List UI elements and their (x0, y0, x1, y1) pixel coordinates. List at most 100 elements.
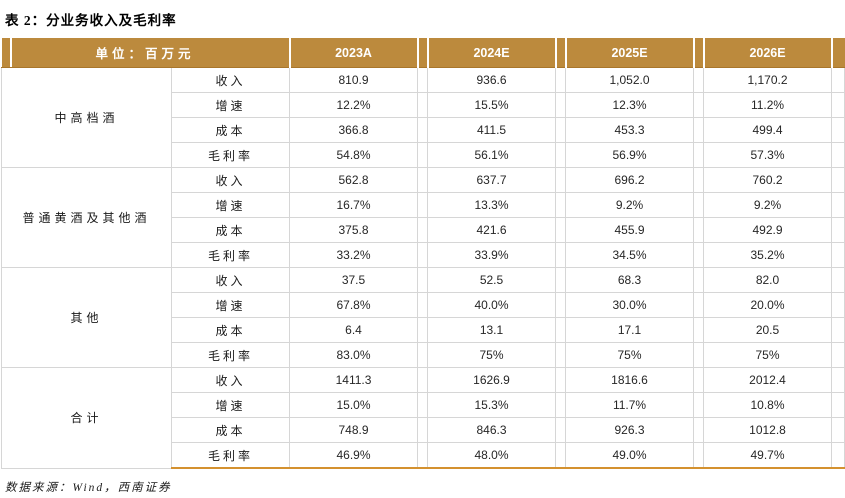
table-title: 表 2：分业务收入及毛利率 (5, 13, 177, 28)
metric-label-cell: 成本 (171, 417, 291, 443)
value-cell: 16.7% (289, 192, 419, 218)
value-cell: 1816.6 (565, 367, 695, 393)
header-col-2024e: 2024E (426, 38, 557, 68)
metric-label-cell: 毛利率 (171, 442, 291, 469)
table-body: 中高档酒 收入 810.9 936.6 1,052.0 1,170.2 增速 12.2% 15.… (1, 67, 845, 469)
column-spacer (555, 117, 566, 143)
column-spacer (417, 242, 428, 268)
column-spacer (693, 117, 704, 143)
metric-label-cell: 毛利率 (171, 242, 291, 268)
column-spacer (555, 292, 566, 318)
value-cell: 926.3 (565, 417, 695, 443)
header-spacer (417, 38, 428, 68)
right-edge-cell (831, 242, 845, 268)
group-label-cell: 普通黄酒及其他酒 (1, 167, 172, 268)
right-edge-cell (831, 217, 845, 243)
column-spacer (693, 367, 704, 393)
table-row: 成本 375.8 421.6 455.9 492.9 (2, 217, 845, 243)
right-edge-cell (831, 142, 845, 168)
value-cell: 83.0% (289, 342, 419, 368)
table-row: 成本 6.4 13.1 17.1 20.5 (2, 317, 845, 343)
column-spacer (693, 442, 704, 469)
value-cell: 1626.9 (427, 367, 557, 393)
value-cell: 562.8 (289, 167, 419, 193)
value-cell: 75% (427, 342, 557, 368)
column-spacer (555, 342, 566, 368)
column-spacer (417, 192, 428, 218)
table-row: 其他 收入 37.5 52.5 68.3 82.0 (1, 267, 845, 368)
value-cell: 637.7 (427, 167, 557, 193)
value-cell: 57.3% (703, 142, 833, 168)
column-spacer (555, 92, 566, 118)
column-spacer (693, 67, 704, 93)
value-cell: 13.1 (427, 317, 557, 343)
column-spacer (555, 267, 566, 293)
value-cell: 75% (703, 342, 833, 368)
right-edge-cell (831, 442, 845, 469)
header-spacer (693, 38, 704, 68)
value-cell: 421.6 (427, 217, 557, 243)
value-cell: 48.0% (427, 442, 557, 469)
column-spacer (417, 267, 428, 293)
value-cell: 34.5% (565, 242, 695, 268)
value-cell: 492.9 (703, 217, 833, 243)
value-cell: 54.8% (289, 142, 419, 168)
value-cell: 10.8% (703, 392, 833, 418)
right-edge-cell (831, 317, 845, 343)
table-row: 毛利率 46.9% 48.0% 49.0% 49.7% (2, 442, 845, 469)
value-cell: 846.3 (427, 417, 557, 443)
metric-label-cell: 成本 (171, 317, 291, 343)
value-cell: 30.0% (565, 292, 695, 318)
value-cell: 760.2 (703, 167, 833, 193)
value-cell: 20.5 (703, 317, 833, 343)
column-spacer (693, 167, 704, 193)
value-cell: 33.9% (427, 242, 557, 268)
column-spacer (417, 167, 428, 193)
table-row: 中高档酒 收入 810.9 936.6 1,052.0 1,170.2 (1, 67, 845, 168)
value-cell: 56.1% (427, 142, 557, 168)
group-label-cell: 合计 (1, 367, 172, 469)
right-edge-cell (831, 192, 845, 218)
column-spacer (693, 192, 704, 218)
column-spacer (417, 442, 428, 469)
value-cell: 15.5% (427, 92, 557, 118)
value-cell: 68.3 (565, 267, 695, 293)
group-label-cell: 中高档酒 (1, 67, 172, 168)
value-cell: 15.0% (289, 392, 419, 418)
value-cell: 82.0 (703, 267, 833, 293)
unit-header-cell: 单位：百万元 (1, 38, 291, 68)
value-cell: 35.2% (703, 242, 833, 268)
value-cell: 455.9 (565, 217, 695, 243)
value-cell: 49.7% (703, 442, 833, 469)
column-spacer (693, 217, 704, 243)
column-spacer (693, 267, 704, 293)
column-spacer (417, 317, 428, 343)
right-edge-cell (831, 417, 845, 443)
value-cell: 33.2% (289, 242, 419, 268)
right-edge-cell (831, 367, 845, 393)
table-row: 增速 67.8% 40.0% 30.0% 20.0% (2, 292, 845, 318)
value-cell: 810.9 (289, 67, 419, 93)
value-cell: 2012.4 (703, 367, 833, 393)
column-spacer (555, 417, 566, 443)
header-spacer (555, 38, 566, 68)
metric-label-cell: 增速 (171, 292, 291, 318)
table-row: 增速 15.0% 15.3% 11.7% 10.8% (2, 392, 845, 418)
value-cell: 9.2% (703, 192, 833, 218)
column-spacer (417, 292, 428, 318)
metric-label-cell: 毛利率 (171, 342, 291, 368)
table-row: 成本 748.9 846.3 926.3 1012.8 (2, 417, 845, 443)
value-cell: 375.8 (289, 217, 419, 243)
table-row: 毛利率 54.8% 56.1% 56.9% 57.3% (2, 142, 845, 168)
metric-label-cell: 成本 (171, 117, 291, 143)
column-spacer (555, 192, 566, 218)
metric-label-cell: 收入 (171, 267, 291, 293)
column-spacer (693, 292, 704, 318)
column-spacer (417, 67, 428, 93)
value-cell: 67.8% (289, 292, 419, 318)
column-spacer (555, 167, 566, 193)
header-col-2023a: 2023A (288, 38, 419, 68)
column-spacer (555, 367, 566, 393)
metric-label-cell: 成本 (171, 217, 291, 243)
